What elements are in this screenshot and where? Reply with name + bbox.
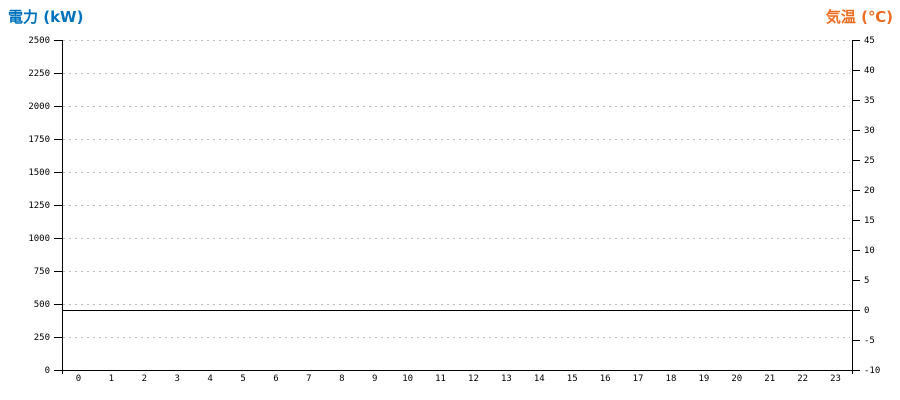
y-left-tick-label: 2500 [28, 35, 50, 46]
y-right-tick-label: 20 [864, 185, 875, 196]
y-right-tick [852, 160, 860, 161]
y-right-tick-label: 45 [864, 35, 875, 46]
gridline [63, 106, 850, 107]
y-right-tick-label: -5 [864, 335, 875, 346]
gridline [63, 271, 850, 272]
right-y-axis [852, 40, 853, 374]
y-left-tick-label: 2000 [28, 101, 50, 112]
y-left-tick-label: 0 [44, 365, 50, 376]
left-axis-title: 電力 (kW) [8, 8, 84, 26]
y-left-tick-label: 1250 [28, 200, 50, 211]
x-tick-label: 8 [339, 374, 345, 384]
x-tick-label: 15 [566, 374, 578, 384]
y-left-tick [54, 337, 62, 338]
left-y-axis [62, 40, 63, 374]
y-right-tick [852, 340, 860, 341]
gridline [63, 238, 850, 239]
y-left-tick-label: 2250 [28, 68, 50, 79]
y-left-tick [54, 40, 62, 41]
x-tick-label: 18 [665, 374, 677, 384]
y-left-tick [54, 271, 62, 272]
y-left-tick [54, 370, 62, 371]
y-left-tick-label: 500 [33, 299, 50, 310]
x-tick-label: 23 [830, 374, 841, 384]
x-axis [62, 370, 853, 371]
y-left-tick-label: 1500 [28, 167, 50, 178]
y-right-tick-label: 30 [864, 125, 875, 136]
x-tick-label: 5 [240, 374, 246, 384]
gridline [63, 40, 850, 41]
x-tick-label: 2 [141, 374, 147, 384]
y-right-tick [852, 220, 860, 221]
gridline [63, 73, 850, 74]
y-right-tick-label: 15 [864, 215, 875, 226]
y-left-tick [54, 205, 62, 206]
x-tick-label: 0 [75, 374, 82, 384]
gridline [63, 337, 850, 338]
right-axis-title: 気温 (℃) [825, 8, 893, 26]
y-left-tick [54, 73, 62, 74]
y-right-tick [852, 370, 860, 371]
y-right-tick-label: 0 [864, 305, 870, 316]
y-right-tick [852, 280, 860, 281]
x-tick-label: 20 [731, 374, 743, 384]
x-tick-label: 17 [632, 374, 644, 384]
y-left-tick [54, 106, 62, 107]
y-right-tick [852, 250, 860, 251]
x-tick-label: 6 [273, 374, 279, 384]
y-left-tick [54, 304, 62, 305]
y-right-tick-label: 5 [864, 275, 870, 286]
y-right-tick [852, 130, 860, 131]
x-tick-label: 16 [599, 374, 611, 384]
x-tick-label: 7 [306, 374, 312, 384]
y-left-tick [54, 238, 62, 239]
y-right-tick [852, 190, 860, 191]
x-tick-label: 12 [468, 374, 479, 384]
x-tick-label: 19 [698, 374, 710, 384]
x-tick-label: 1 [108, 374, 115, 384]
y-left-tick-label: 1750 [28, 134, 50, 145]
y-right-tick-label: 35 [864, 95, 875, 106]
y-right-tick [852, 100, 860, 101]
y-left-tick [54, 172, 62, 173]
x-tick-label: 11 [435, 374, 446, 384]
x-tick-label: 10 [402, 374, 414, 384]
y-right-tick-label: 40 [864, 65, 875, 76]
x-tick-label: 9 [371, 374, 378, 384]
x-tick-label: 22 [797, 374, 809, 384]
y-right-tick-label: 25 [864, 155, 875, 166]
y-left-tick-label: 250 [33, 332, 50, 343]
y-right-tick-label: -10 [864, 365, 881, 376]
y-left-tick-label: 750 [33, 266, 50, 277]
gridline [63, 205, 850, 206]
gridline [63, 172, 850, 173]
zero-reference-line [62, 310, 852, 311]
y-left-tick-label: 1000 [28, 233, 50, 244]
x-tick-label: 4 [207, 374, 213, 384]
gridline [63, 304, 850, 305]
x-tick-label: 13 [500, 374, 512, 384]
x-tick-label: 14 [533, 374, 545, 384]
y-right-tick-label: 10 [864, 245, 875, 256]
x-tick-label: 21 [764, 374, 776, 384]
x-tick-label: 3 [174, 374, 180, 384]
gridline [63, 139, 850, 140]
y-right-tick [852, 310, 860, 311]
y-right-tick [852, 40, 860, 41]
y-right-tick [852, 70, 860, 71]
y-left-tick [54, 139, 62, 140]
